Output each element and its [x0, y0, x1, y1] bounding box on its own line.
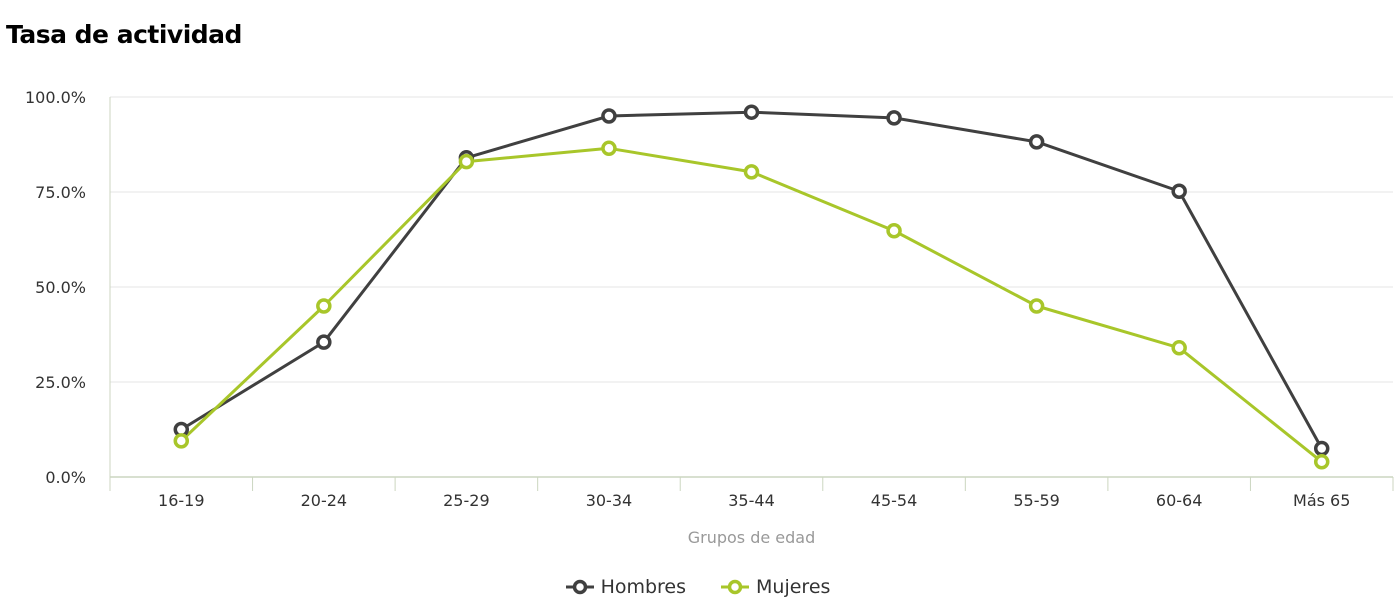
data-point-hombres: [886, 110, 902, 126]
axes: 0.0% 25.0% 50.0% 75.0% 100.0% 16-19 20-24 25-29…: [25, 88, 1394, 547]
data-point-hombres: [601, 108, 617, 124]
x-tick-label: 55-59: [1013, 491, 1060, 510]
data-point-hombres: [316, 334, 332, 350]
x-tick-label: 30-34: [586, 491, 633, 510]
data-point-mujeres: [173, 433, 190, 449]
data-point-mujeres: [1171, 340, 1187, 356]
y-tick-label: 25.0%: [35, 373, 86, 392]
chart-title: Tasa de actividad: [6, 20, 242, 49]
legend-label-mujeres: Mujeres: [756, 576, 831, 598]
data-point-mujeres: [601, 140, 617, 157]
y-tick-label: 100.0%: [25, 88, 86, 107]
y-tick-label: 50.0%: [35, 278, 86, 297]
x-tick-label: 60-64: [1156, 491, 1203, 510]
x-tick-label: 45-54: [871, 491, 918, 510]
legend: Hombres Mujeres: [0, 576, 1395, 598]
data-point-mujeres: [886, 223, 902, 239]
y-tick-label: 75.0%: [35, 183, 86, 202]
legend-marker-hombres: [565, 579, 594, 595]
legend-item-hombres[interactable]: Hombres: [565, 576, 686, 598]
data-point-mujeres: [316, 298, 332, 314]
data-point-mujeres: [1313, 454, 1330, 470]
legend-label-hombres: Hombres: [600, 576, 687, 598]
legend-item-mujeres[interactable]: Mujeres: [720, 576, 830, 598]
x-axis-title: Grupos de edad: [688, 528, 816, 547]
data-point-hombres: [1313, 440, 1330, 457]
series-line-hombres: [179, 110, 1324, 450]
x-tick-label: 35-44: [728, 491, 775, 510]
x-tick-label: 16-19: [158, 491, 205, 510]
data-point-hombres: [1028, 134, 1045, 150]
data-point-hombres: [1171, 183, 1187, 199]
y-tick-label: 0.0%: [45, 468, 86, 487]
x-tick-label: 20-24: [301, 491, 348, 510]
data-point-mujeres: [458, 153, 475, 170]
data-point-mujeres: [743, 164, 760, 180]
data-point-hombres: [743, 104, 760, 120]
x-tick-label: 25-29: [443, 491, 490, 510]
legend-marker-mujeres: [721, 579, 750, 595]
line-chart: 0.0% 25.0% 50.0% 75.0% 100.0% 16-19 20-24 25-29…: [25, 88, 1394, 547]
x-tick-label: Más 65: [1293, 491, 1350, 510]
series-plot: [173, 104, 1330, 470]
data-point-mujeres: [1028, 298, 1045, 314]
gridlines: [110, 96, 1393, 383]
